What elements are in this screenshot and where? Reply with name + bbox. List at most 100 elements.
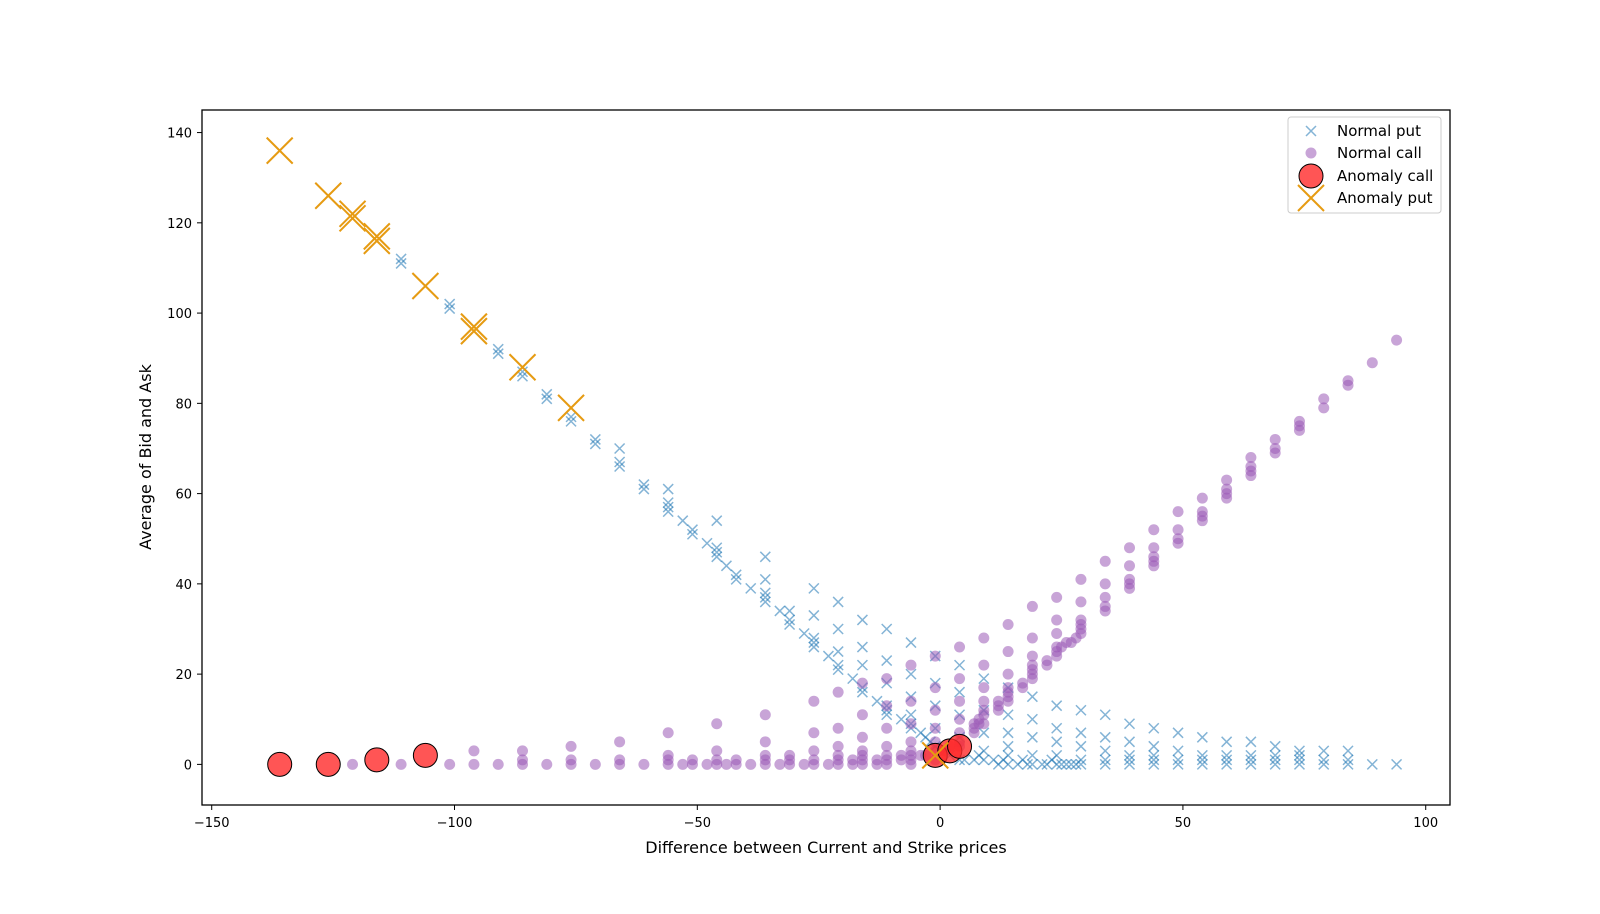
legend-marker-anomaly-call bbox=[1298, 163, 1324, 189]
data-point-normal-put bbox=[1051, 700, 1063, 712]
data-point-normal-put bbox=[1148, 749, 1160, 761]
data-point-normal-call bbox=[711, 718, 723, 730]
legend-symbol-normal-call bbox=[1305, 147, 1317, 159]
data-point-normal-put bbox=[1221, 758, 1233, 770]
data-point-normal-put bbox=[905, 637, 917, 649]
data-point-normal-call bbox=[1318, 402, 1330, 414]
data-point-normal-put bbox=[711, 542, 723, 554]
data-point-normal-put bbox=[589, 433, 601, 445]
data-point-anomaly-put bbox=[460, 317, 488, 345]
data-point-normal-call bbox=[905, 736, 917, 748]
data-point-normal-put bbox=[856, 659, 868, 671]
data-point-normal-call bbox=[1172, 533, 1184, 545]
data-point-normal-put bbox=[614, 442, 626, 455]
data-point-normal-call bbox=[856, 745, 868, 757]
data-point-normal-put bbox=[677, 515, 689, 527]
data-point-normal-call bbox=[1196, 492, 1208, 504]
data-point-normal-put bbox=[1026, 691, 1038, 703]
data-point-normal-put bbox=[1196, 731, 1208, 743]
data-point-normal-put bbox=[1245, 754, 1257, 766]
data-point-normal-call bbox=[808, 754, 820, 766]
data-point-anomaly-call bbox=[412, 742, 438, 768]
data-point-normal-call bbox=[1293, 415, 1305, 427]
data-point-normal-put bbox=[856, 641, 868, 653]
data-point-normal-put bbox=[1026, 758, 1038, 770]
data-point-normal-call bbox=[1026, 650, 1038, 662]
data-point-normal-put bbox=[701, 537, 713, 549]
data-point-normal-call bbox=[929, 650, 941, 662]
data-point-normal-call bbox=[1366, 357, 1378, 369]
data-point-normal-put bbox=[1026, 731, 1038, 743]
data-point-normal-put bbox=[822, 650, 834, 662]
legend-marker-normal-call bbox=[1305, 147, 1317, 159]
legend: Normal put Normal call Anomaly call Anom… bbox=[1287, 116, 1442, 214]
data-point-normal-call bbox=[905, 745, 917, 757]
data-point-normal-call bbox=[516, 745, 528, 757]
data-point-normal-put bbox=[847, 673, 859, 685]
legend-item-normal-call: Normal call bbox=[1305, 144, 1422, 162]
legend-symbol-anomaly-put bbox=[1297, 184, 1325, 212]
series-normal-call bbox=[347, 334, 1403, 770]
data-point-normal-call bbox=[1002, 682, 1014, 694]
data-point-normal-call bbox=[1051, 614, 1063, 626]
data-point-normal-call bbox=[1391, 334, 1403, 346]
plot-frame bbox=[201, 109, 1451, 806]
data-point-normal-call bbox=[774, 758, 786, 770]
data-point-normal-put bbox=[1342, 754, 1354, 766]
data-point-normal-put bbox=[1148, 758, 1160, 770]
data-point-anomaly-put bbox=[338, 200, 367, 228]
data-point-normal-put bbox=[1293, 758, 1305, 770]
data-point-normal-put bbox=[1148, 740, 1160, 752]
data-point-normal-put bbox=[565, 411, 577, 423]
data-point-normal-call bbox=[1075, 573, 1087, 585]
data-point-anomaly-put bbox=[557, 394, 585, 422]
data-point-normal-put bbox=[395, 253, 407, 265]
data-point-normal-call bbox=[1051, 628, 1063, 640]
data-point-normal-call bbox=[614, 736, 626, 748]
data-point-normal-put bbox=[565, 415, 577, 427]
y-tick-label: 120 bbox=[167, 217, 192, 232]
data-point-normal-put bbox=[1269, 754, 1281, 766]
data-point-normal-call bbox=[745, 758, 757, 770]
data-point-normal-call bbox=[954, 713, 966, 725]
legend-label-normal-put: Normal put bbox=[1337, 122, 1421, 140]
data-point-normal-put bbox=[759, 596, 771, 608]
data-point-normal-call bbox=[468, 745, 480, 757]
data-point-normal-put bbox=[1148, 754, 1160, 766]
y-tick-label: 60 bbox=[175, 488, 192, 503]
data-point-normal-put bbox=[1318, 758, 1330, 770]
y-axis-label: Average of Bid and Ask bbox=[136, 363, 155, 549]
data-point-normal-put bbox=[784, 614, 796, 626]
data-point-normal-put bbox=[1075, 727, 1087, 739]
data-point-normal-put bbox=[1099, 754, 1111, 766]
data-point-normal-call bbox=[881, 722, 893, 734]
x-tick-label: −50 bbox=[684, 816, 711, 831]
data-point-normal-call bbox=[1026, 659, 1038, 671]
data-point-normal-put bbox=[1051, 749, 1063, 761]
data-point-normal-call bbox=[881, 749, 893, 761]
data-point-anomaly-put bbox=[411, 272, 440, 300]
data-point-normal-put bbox=[492, 343, 504, 355]
data-point-normal-put bbox=[1342, 745, 1354, 757]
data-point-normal-call bbox=[759, 749, 771, 761]
x-tick-label: −100 bbox=[437, 816, 473, 831]
data-point-normal-call bbox=[1002, 646, 1014, 658]
data-point-normal-put bbox=[1075, 704, 1087, 716]
data-point-normal-put bbox=[808, 637, 820, 649]
data-point-normal-put bbox=[1123, 718, 1136, 730]
data-point-normal-call bbox=[1269, 433, 1281, 445]
y-axis-ticks: 0 20 40 60 80 100 120 140 bbox=[167, 127, 202, 773]
data-point-anomaly-put bbox=[265, 136, 294, 165]
data-point-normal-put bbox=[1221, 754, 1233, 766]
data-point-normal-put bbox=[1002, 727, 1014, 739]
data-point-normal-call bbox=[1172, 506, 1184, 518]
data-point-normal-put bbox=[638, 483, 650, 495]
data-point-anomaly-call bbox=[947, 733, 973, 759]
data-point-anomaly-call bbox=[315, 751, 341, 777]
data-point-normal-put bbox=[492, 348, 504, 360]
data-point-normal-call bbox=[1196, 506, 1208, 518]
data-point-normal-call bbox=[881, 740, 893, 752]
data-point-normal-put bbox=[978, 673, 990, 685]
data-point-normal-put bbox=[1123, 758, 1136, 770]
